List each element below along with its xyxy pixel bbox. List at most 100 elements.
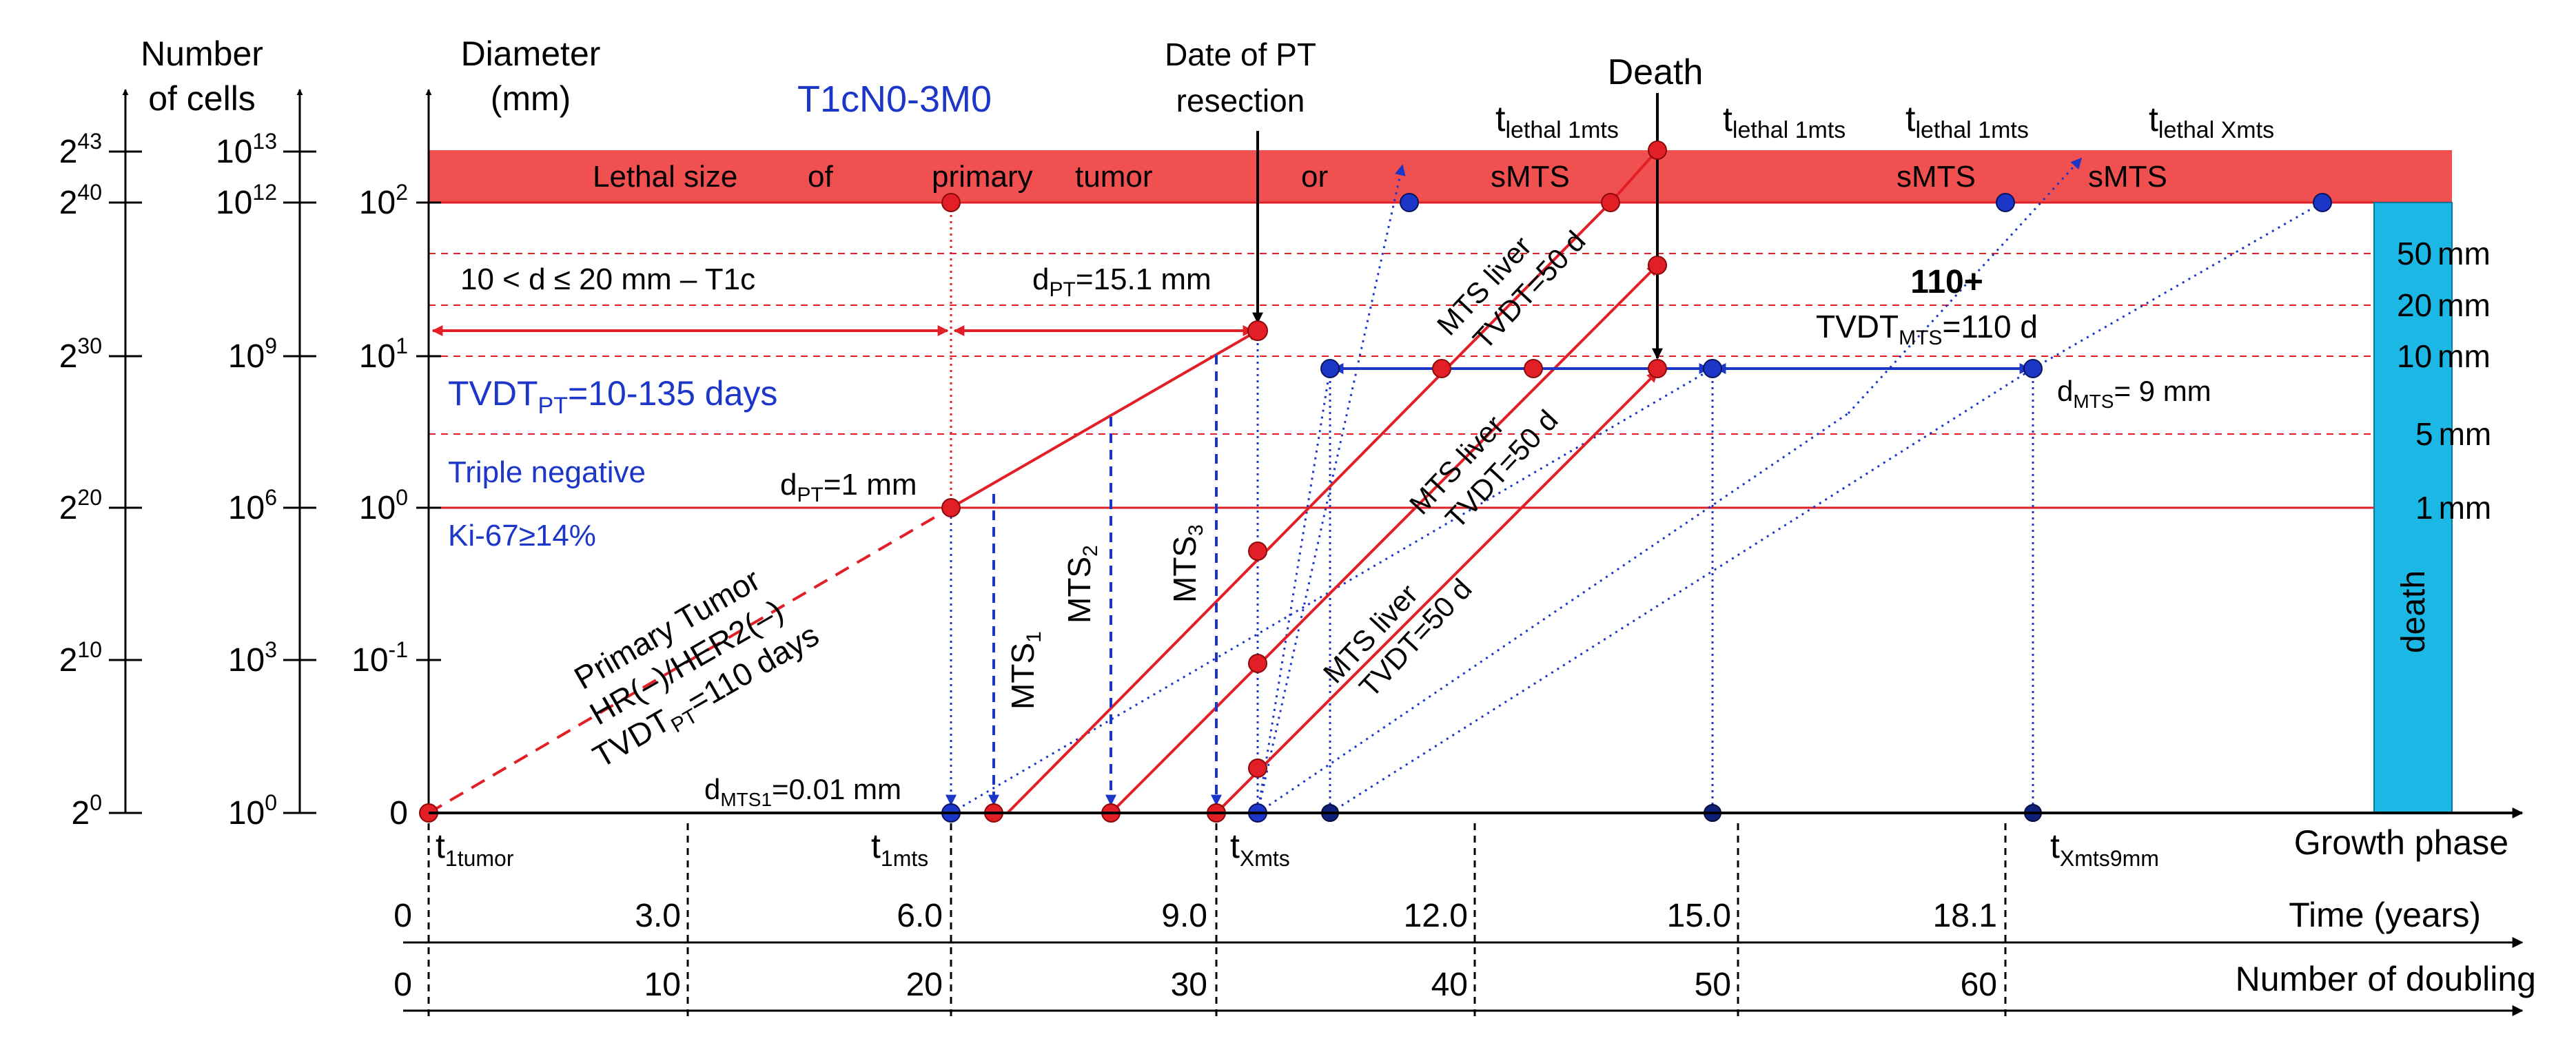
doubling-tick-2: 20 — [906, 967, 943, 1003]
point-l2-a — [1248, 654, 1267, 673]
plus110-label: 110+ — [1910, 264, 1983, 300]
cells-header-1: Number — [141, 34, 263, 73]
pow2-0: 20 — [72, 790, 103, 832]
diameter-header-1: Diameter — [461, 34, 601, 73]
phase-labels: t1tumor t1mts tXmts tXmts9mm — [436, 827, 2159, 871]
death-label: Death — [1608, 52, 1704, 92]
doubling-tick-1: 10 — [644, 967, 681, 1003]
primary-tumor-label: Primary Tumor HR(–)/HER2(–) TVDTPT=110 d… — [568, 561, 824, 775]
band-word-smts-3: sMTS — [2088, 160, 2167, 194]
point-b-lethal-3 — [2313, 193, 2332, 212]
blue-dotted-diagonals — [950, 157, 2323, 814]
cells-1e6: 106 — [228, 485, 277, 526]
cells-1e12: 1012 — [216, 180, 277, 221]
tvdt-mts-label: TVDTMTS=110 d — [1816, 309, 2038, 349]
death-box — [2373, 202, 2453, 814]
mts-liver-line-3 — [1215, 371, 1659, 814]
tvdt-pt-label: TVDTPT=10-135 days — [448, 374, 777, 419]
t-lethal-2: tlethal 1mts — [1723, 100, 1846, 143]
point-pt-lethal — [941, 193, 961, 212]
mm-10: 10 mm — [2397, 338, 2491, 374]
pow2-labels: 243 240 230 220 210 20 — [59, 129, 102, 832]
pt-resection-label-1: Date of PT — [1165, 37, 1316, 72]
point-l1-d — [1648, 141, 1667, 160]
diam-1e-1: 10-1 — [351, 637, 408, 679]
t-lethal-4: tlethal Xmts — [2149, 100, 2274, 143]
point-pt-1mm — [941, 498, 961, 517]
t-lethal-1: tlethal 1mts — [1495, 99, 1619, 143]
mts-liver-label-1: MTS liver TVDT=50 d — [1431, 225, 1592, 355]
point-l1-c — [1601, 193, 1620, 212]
mts-liver-line-1 — [1006, 201, 1612, 814]
phase-t1mts: t1mts — [871, 827, 928, 871]
cells-header-2: of cells — [148, 79, 256, 118]
band-word-primary: primary — [932, 160, 1033, 194]
cells-1e0: 100 — [228, 790, 277, 832]
dotted-guides — [950, 203, 2034, 813]
band-word-smts-1: sMTS — [1491, 160, 1570, 194]
right-mm-labels: 50 mm 20 mm 10 mm 5 mm 1 mm — [2397, 236, 2491, 526]
pt-resection-label-2: resection — [1176, 83, 1305, 118]
doubling-tick-3: 30 — [1171, 967, 1207, 1003]
dotted-diag-7 — [2032, 201, 2323, 370]
mm-50: 50 mm — [2397, 236, 2491, 271]
mm-20: 20 mm — [2397, 287, 2491, 323]
dpt-15-label: dPT=15.1 mm — [1032, 262, 1212, 301]
mts1-label: MTS1 — [1005, 631, 1045, 710]
primary-tumor-solid — [950, 329, 1259, 509]
point-l2-b — [1524, 359, 1543, 378]
dotted-diag-5 — [1256, 368, 1331, 814]
mm-1: 1 mm — [2415, 490, 2491, 526]
phase-txmts9mm: tXmts9mm — [2050, 827, 2159, 871]
point-l1-b — [1432, 359, 1451, 378]
doubling-tick-5: 50 — [1695, 967, 1731, 1003]
mts-down-arrows — [945, 355, 1222, 806]
time-tick-1: 3.0 — [635, 898, 681, 934]
mts-liver-line-2 — [1110, 264, 1659, 814]
column-headers: Number of cells Diameter (mm) — [141, 34, 600, 118]
pow10-cells-labels: 1013 1012 109 106 103 100 — [216, 129, 277, 832]
pow2-10: 210 — [59, 637, 102, 679]
band-word-smts-2: sMTS — [1897, 160, 1976, 194]
dpt-1-label: dPT=1 mm — [780, 468, 917, 506]
time-tick-5: 15.0 — [1667, 898, 1731, 934]
diameter-ticks — [416, 201, 441, 661]
time-tick-2: 6.0 — [897, 898, 943, 934]
diam-0: 0 — [389, 795, 408, 832]
point-b-lethal-1 — [1400, 193, 1419, 212]
phase-txmts: tXmts — [1230, 827, 1290, 871]
time-axis-label: Time (years) — [2289, 896, 2481, 934]
phase-t1tumor: t1tumor — [436, 827, 514, 871]
point-l3-a — [1248, 759, 1267, 778]
mts3-label: MTS3 — [1167, 524, 1207, 603]
doubling-tick-6: 60 — [1961, 967, 1997, 1003]
growth-phase-label: Growth phase — [2294, 823, 2508, 862]
left-scales — [109, 89, 441, 814]
dotted-diag-2 — [1256, 164, 1406, 814]
dmts-9mm-label: dMTS= 9 mm — [2057, 375, 2211, 412]
bottom-grid — [427, 823, 2007, 1020]
diam-1e2: 102 — [359, 180, 408, 221]
t-lethal-labels: tlethal 1mts tlethal 1mts tlethal 1mts t… — [1495, 99, 2274, 143]
pow2-30: 230 — [59, 333, 102, 375]
diam-1e1: 101 — [359, 333, 408, 375]
dotted-diag-6 — [1847, 157, 2083, 415]
band-word-lethal: Lethal size — [593, 160, 737, 194]
cells-1e3: 103 — [228, 637, 277, 679]
dotted-diag-3 — [1257, 412, 1849, 814]
band-word-or: or — [1301, 160, 1328, 194]
mm-5: 5 mm — [2415, 416, 2491, 452]
t-lethal-3: tlethal 1mts — [1905, 99, 2029, 143]
pow10-ticks — [283, 150, 316, 814]
lethal-size-band — [429, 150, 2452, 203]
doubling-ticks: 0 10 20 30 40 50 60 — [393, 967, 1997, 1003]
cells-1e9: 109 — [228, 333, 277, 375]
t1c-range-label: 10 < d ≤ 20 mm – T1c — [460, 262, 755, 296]
time-tick-3: 9.0 — [1161, 898, 1207, 934]
time-tick-0: 0 — [393, 898, 412, 934]
diameter-labels: 102 101 100 10-1 0 — [351, 180, 408, 832]
doubling-tick-4: 40 — [1431, 967, 1468, 1003]
mts-liver-label-2: MTS liver TVDT=50 d — [1403, 404, 1564, 535]
time-tick-6: 18.1 — [1933, 898, 1997, 934]
